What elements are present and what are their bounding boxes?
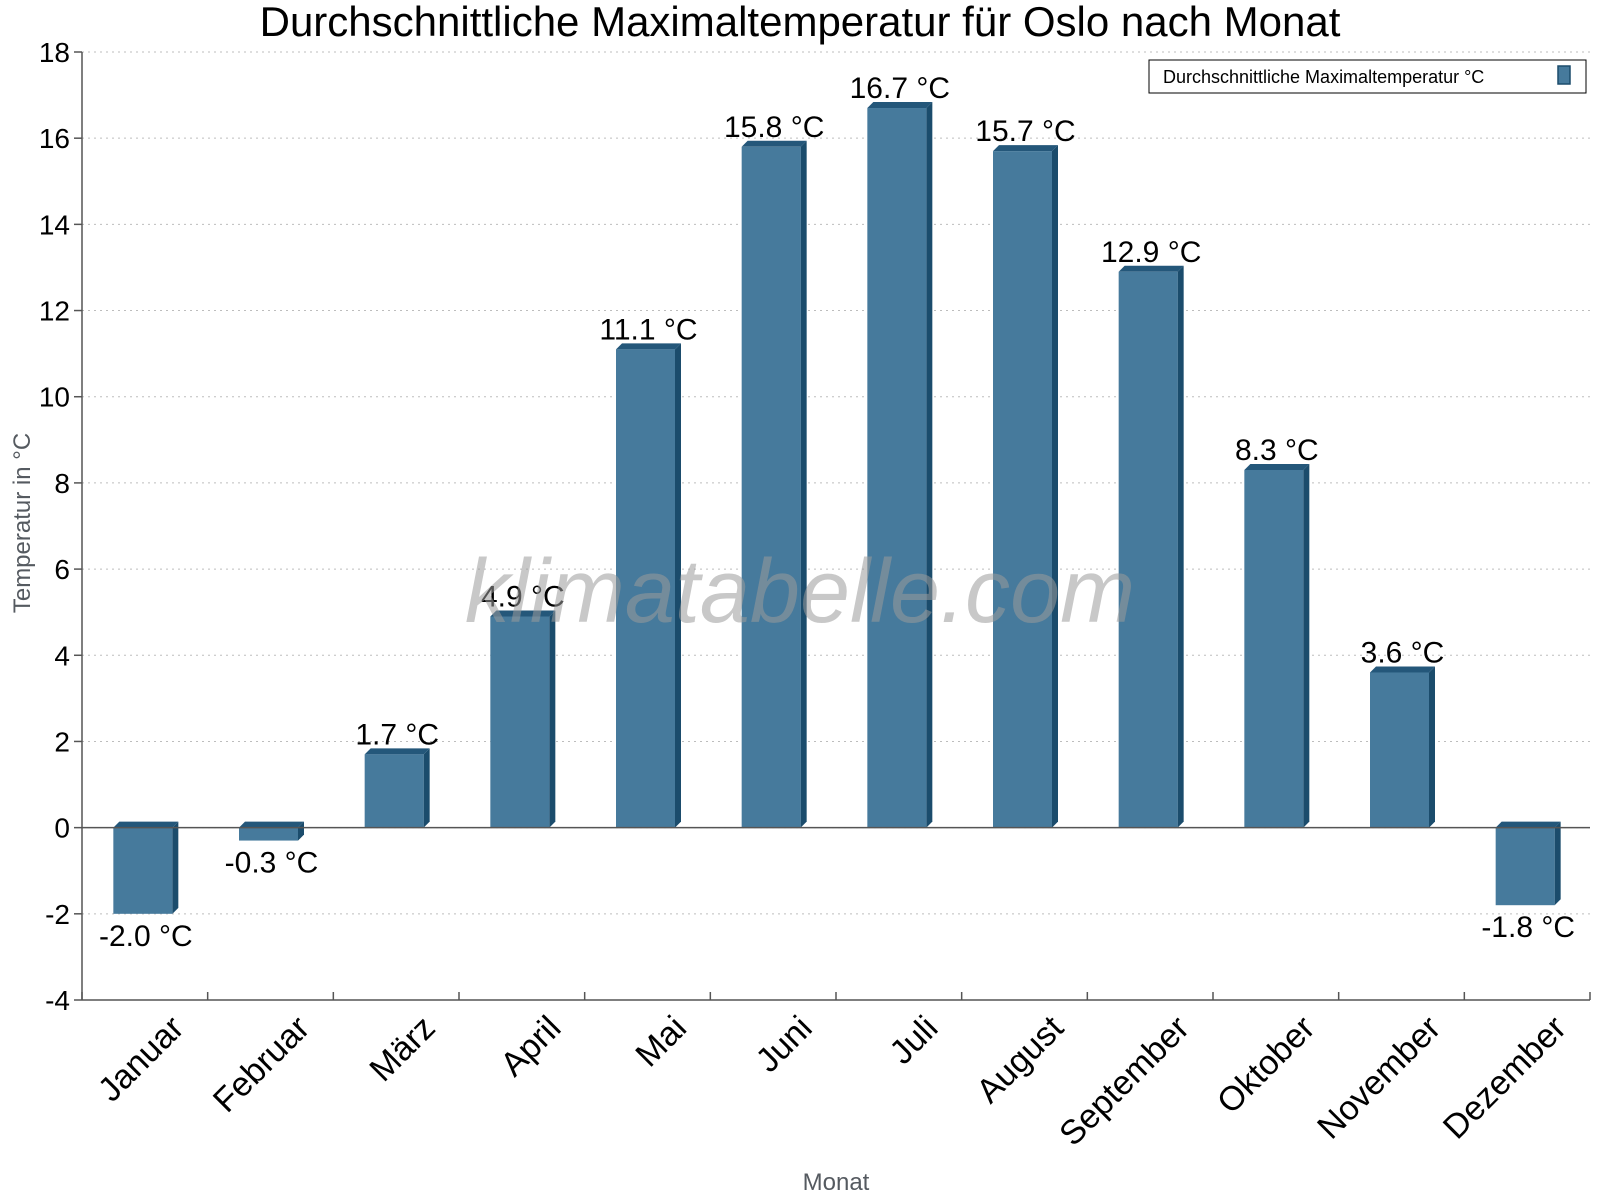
bar [741, 140, 807, 828]
bars [113, 102, 1561, 914]
bar-top [867, 102, 933, 109]
bar-side [298, 821, 304, 841]
bar-front [490, 616, 550, 828]
data-label: 3.6 °C [1361, 637, 1445, 670]
bar-front [113, 827, 173, 914]
bar-top [1370, 666, 1435, 673]
bar-side [1554, 821, 1561, 906]
bar-top [239, 821, 304, 828]
x-tick-label: März [362, 1009, 442, 1089]
bar-front [741, 146, 801, 828]
bar-side [675, 343, 681, 828]
y-axis-title: Temperatur in °C [9, 433, 36, 613]
bar-top [993, 145, 1058, 152]
bar-top [616, 343, 681, 350]
bar-top [113, 821, 179, 828]
y-tick-labels: -4 -2 0 2 4 6 8 10 12 14 16 18 [39, 37, 70, 1016]
data-label: 4.9 °C [481, 580, 565, 613]
x-tick-label: Juli [882, 1009, 945, 1072]
bar [239, 821, 304, 841]
bar-top [1118, 265, 1184, 272]
x-tick-label: Dezember [1436, 1009, 1574, 1147]
data-label: 12.9 °C [1101, 236, 1201, 269]
x-tick-label: Januar [91, 1009, 191, 1109]
legend-swatch [1557, 65, 1571, 85]
bar-side [926, 102, 933, 828]
bar [616, 343, 681, 828]
bar [490, 610, 556, 828]
watermark: klimatabelle.com [465, 542, 1135, 642]
data-label: 11.1 °C [599, 313, 697, 346]
y-tick-label: 14 [39, 209, 70, 240]
bar-front [1118, 271, 1178, 828]
y-tick-label: 2 [54, 726, 70, 757]
bar [1118, 265, 1184, 828]
data-label: -0.3 °C [225, 847, 319, 880]
bar-front [1495, 827, 1555, 906]
bar-front [364, 754, 424, 828]
bar-top [364, 748, 430, 755]
y-tick-label: 18 [39, 37, 70, 68]
y-tick-label: 12 [39, 296, 70, 327]
bar-front [993, 151, 1052, 828]
data-label: 8.3 °C [1235, 434, 1319, 467]
y-tick-label: 0 [54, 813, 70, 844]
bar-side [549, 610, 556, 828]
bar [364, 748, 430, 828]
bar-top [1495, 821, 1561, 828]
data-label: 15.7 °C [975, 115, 1075, 148]
bar-front [1244, 469, 1304, 828]
bar-top [490, 610, 556, 617]
data-label: 16.7 °C [850, 72, 950, 105]
bar-top [741, 140, 807, 147]
y-tick-label: 6 [54, 554, 70, 585]
bar [1370, 666, 1435, 828]
x-tick-label: Oktober [1210, 1009, 1322, 1121]
bar-side [1303, 463, 1310, 828]
bar-front [616, 349, 675, 828]
bar-side [1177, 265, 1184, 828]
bar-side [172, 821, 179, 914]
legend-box [1148, 59, 1587, 94]
data-label: -1.8 °C [1481, 911, 1575, 944]
x-axis-title: Monat [803, 1169, 870, 1196]
data-label: -2.0 °C [99, 920, 193, 953]
legend-label: Durchschnittliche Maximaltemperatur °C [1163, 67, 1484, 87]
y-tick-label: 8 [54, 468, 70, 499]
bar-side [423, 748, 430, 828]
x-tick-label: Februar [206, 1009, 317, 1120]
y-tick-label: 10 [39, 382, 70, 413]
x-tick-label: November [1310, 1009, 1448, 1147]
axes [74, 51, 1591, 1001]
chart-title: Durchschnittliche Maximaltemperatur für … [260, 0, 1341, 45]
bar [867, 102, 933, 828]
x-tick-label: September [1052, 1009, 1196, 1153]
bar-front [239, 827, 298, 841]
bar [1244, 463, 1310, 828]
bar-top [1244, 463, 1310, 470]
x-tick-labels: Januar Februar März April Mai Juni Juli AugustS… [91, 1008, 1574, 1153]
data-label: 1.7 °C [355, 718, 439, 751]
bar [113, 821, 179, 914]
y-tick-label: -2 [45, 899, 70, 930]
bar [993, 145, 1058, 828]
y-tick-label: 4 [54, 640, 70, 671]
data-label: 15.8 °C [724, 111, 824, 144]
bar-side [800, 140, 807, 828]
bar-front [867, 108, 927, 828]
bar-front [1370, 672, 1429, 828]
bar-side [1052, 145, 1058, 828]
x-tick-label: Juni [749, 1009, 820, 1080]
x-tick-label: April [493, 1009, 568, 1084]
bar-side [1429, 666, 1435, 828]
legend: Durchschnittliche Maximaltemperatur °C [1148, 59, 1587, 94]
y-tick-label: -4 [45, 985, 70, 1016]
data-labels: -2.0 °C -0.3 °C 1.7 °C 4.9 °C 11.1 °C 15.8 °C… [99, 72, 1575, 953]
x-tick-label: Mai [628, 1009, 694, 1075]
bar [1495, 821, 1561, 906]
x-tick-label: August [969, 1008, 1071, 1110]
y-tick-label: 16 [39, 123, 70, 154]
